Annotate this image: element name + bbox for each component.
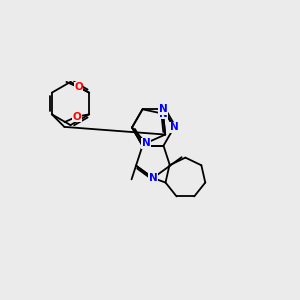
Text: N: N — [148, 173, 158, 183]
Text: O: O — [72, 112, 81, 122]
Text: N: N — [159, 109, 167, 119]
Text: N: N — [169, 122, 178, 133]
Text: N: N — [159, 104, 168, 114]
Text: O: O — [74, 82, 83, 92]
Text: N: N — [142, 138, 150, 148]
